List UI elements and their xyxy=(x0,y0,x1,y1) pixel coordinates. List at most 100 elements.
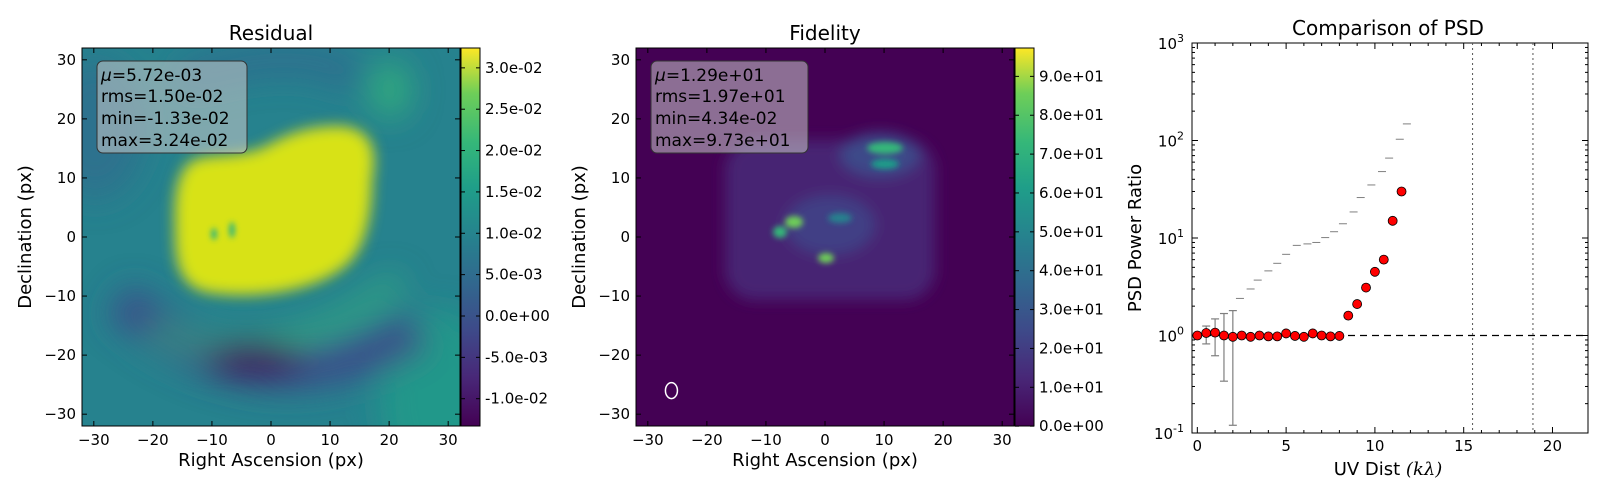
beam-ellipse xyxy=(664,381,679,400)
fidelity-title: Fidelity xyxy=(789,21,861,45)
fidelity-stat-mu: μ=1.29e+01 xyxy=(654,66,764,86)
x-tick-label: 10 xyxy=(875,431,894,449)
residual-axes: −30 −20 −10 0 10 20 30 −30 −20 −10 0 10 20 30 Right As… xyxy=(15,48,460,471)
residual-colorbar: -1.0e-02 -5.0e-03 0.0e+00 5.0e-03 1.0e-02 1.5… xyxy=(460,47,550,427)
x-tick-label: 5 xyxy=(1281,437,1291,455)
psd-panel: Comparison of PSD 0 5 10 15 20 10-1 100 101 102 1… xyxy=(1125,16,1589,480)
fidelity-stat-rms: rms=1.97e+01 xyxy=(655,87,786,107)
x-tick-label: 0 xyxy=(820,431,830,449)
x-tick-label: 15 xyxy=(1454,437,1473,455)
colorbar-tick-label: 2.0e+01 xyxy=(1039,339,1104,357)
data-point xyxy=(1236,330,1247,341)
fidelity-stat-max: max=9.73e+01 xyxy=(655,131,790,151)
fidelity-stat-min: min=4.34e-02 xyxy=(655,109,777,129)
residual-stats-box: μ=5.72e-03 rms=1.50e-02 min=-1.33e-02 ma… xyxy=(96,60,248,154)
colorbar-tick-label: 8.0e+01 xyxy=(1039,106,1104,124)
x-tick-label: 20 xyxy=(380,431,399,449)
data-point xyxy=(1290,331,1300,341)
residual-stat-min: min=-1.33e-02 xyxy=(101,109,230,129)
y-tick-label: 10 xyxy=(611,169,630,187)
psd-title: Comparison of PSD xyxy=(1292,16,1484,40)
y-tick-label: 102 xyxy=(1158,130,1184,151)
x-tick-label: 10 xyxy=(1365,437,1384,455)
colorbar-tick-label: 5.0e-03 xyxy=(485,266,543,284)
y-tick-label: 20 xyxy=(57,110,76,128)
y-tick-label: 30 xyxy=(611,51,630,69)
data-point xyxy=(1378,254,1389,265)
data-point xyxy=(1334,331,1345,341)
residual-stat-rms: rms=1.50e-02 xyxy=(101,87,223,107)
x-tick-label: 20 xyxy=(934,431,953,449)
x-tick-label: −30 xyxy=(632,431,664,449)
y-tick-label: 101 xyxy=(1158,227,1184,248)
residual-stat-max: max=3.24e-02 xyxy=(101,131,228,151)
data-point xyxy=(1325,331,1336,342)
x-tick-label: −10 xyxy=(750,431,782,449)
data-point xyxy=(1370,266,1380,277)
colorbar-tick-label: -5.0e-03 xyxy=(485,348,548,366)
data-point xyxy=(1298,331,1309,342)
colorbar-tick-label: 0.0e+00 xyxy=(485,307,550,325)
residual-stat-mu: μ=5.72e-03 xyxy=(100,66,202,86)
x-tick-label: 10 xyxy=(321,431,340,449)
psd-ylabel: PSD Power Ratio xyxy=(1125,164,1146,312)
data-point xyxy=(1254,330,1265,341)
psd-axes: 0 5 10 15 20 10-1 100 101 102 103 xyxy=(1154,32,1588,455)
y-tick-label: −10 xyxy=(44,287,76,305)
x-tick-label: 30 xyxy=(993,431,1012,449)
data-point xyxy=(1272,331,1283,342)
colorbar-tick-label: 5.0e+01 xyxy=(1039,223,1104,241)
x-tick-label: −30 xyxy=(78,431,110,449)
colorbar-tick-label: 1.0e+01 xyxy=(1039,378,1104,396)
y-tick-label: 0 xyxy=(66,228,76,246)
colorbar-tick-label: 2.5e-02 xyxy=(485,100,543,118)
data-point xyxy=(1307,328,1318,339)
colorbar-tick-label: 1.5e-02 xyxy=(485,183,543,201)
y-tick-label: −20 xyxy=(598,346,630,364)
x-tick-label: −20 xyxy=(691,431,723,449)
y-tick-label: −20 xyxy=(44,346,76,364)
data-point xyxy=(1210,327,1220,338)
y-tick-label: 10 xyxy=(57,169,76,187)
fidelity-panel: Fidelity −30 −20 −10 0 10 20 30 −30 −20 −10 0 10 20 3… xyxy=(569,21,1104,471)
colorbar-tick-label: 9.0e+01 xyxy=(1039,67,1104,85)
data-point xyxy=(1192,330,1203,341)
x-axis-label: Right Ascension (px) xyxy=(732,450,918,471)
data-point xyxy=(1263,331,1274,342)
y-axis-label: Declination (px) xyxy=(569,165,590,309)
data-point xyxy=(1361,282,1371,293)
y-tick-label: 103 xyxy=(1158,32,1184,53)
colorbar-tick-label: 3.0e+01 xyxy=(1039,301,1104,319)
x-tick-label: 20 xyxy=(1543,437,1562,455)
y-tick-label: −30 xyxy=(44,405,76,423)
data-point xyxy=(1396,186,1407,197)
y-tick-label: 100 xyxy=(1158,325,1184,346)
colorbar-tick-label: 6.0e+01 xyxy=(1039,184,1104,202)
data-point xyxy=(1316,330,1327,341)
psd-xlabel: UV Dist (kλ) xyxy=(1334,459,1443,480)
psd-plot-frame xyxy=(1191,42,1589,434)
x-tick-label: 30 xyxy=(439,431,458,449)
colorbar-tick-label: 3.0e-02 xyxy=(485,59,543,77)
data-point xyxy=(1227,331,1238,342)
y-tick-label: 0 xyxy=(620,228,630,246)
x-axis-label: Right Ascension (px) xyxy=(178,450,364,471)
colorbar-tick-label: 0.0e+00 xyxy=(1039,417,1104,435)
y-tick-label: −30 xyxy=(598,405,630,423)
fidelity-axes: −30 −20 −10 0 10 20 30 −30 −20 −10 0 10 20 30 Right As… xyxy=(569,48,1014,471)
data-point xyxy=(1387,215,1398,226)
colorbar-tick-label: 1.0e-02 xyxy=(485,224,543,242)
fidelity-colorbar: 0.0e+00 1.0e+01 2.0e+01 3.0e+01 4.0e+01 5.0e+… xyxy=(1014,47,1104,435)
psd-marks xyxy=(1192,43,1588,433)
x-tick-label: 0 xyxy=(266,431,276,449)
data-point xyxy=(1219,330,1229,341)
data-point xyxy=(1281,328,1292,339)
colorbar-tick-label: 2.0e-02 xyxy=(485,142,543,160)
data-point xyxy=(1245,331,1256,342)
colorbar-tick-label: 7.0e+01 xyxy=(1039,145,1104,163)
x-tick-label: −20 xyxy=(137,431,169,449)
y-tick-label: 10-1 xyxy=(1154,422,1184,443)
fidelity-stats-box: μ=1.29e+01 rms=1.97e+01 min=4.34e-02 max… xyxy=(650,60,809,154)
x-tick-label: 0 xyxy=(1193,437,1203,455)
